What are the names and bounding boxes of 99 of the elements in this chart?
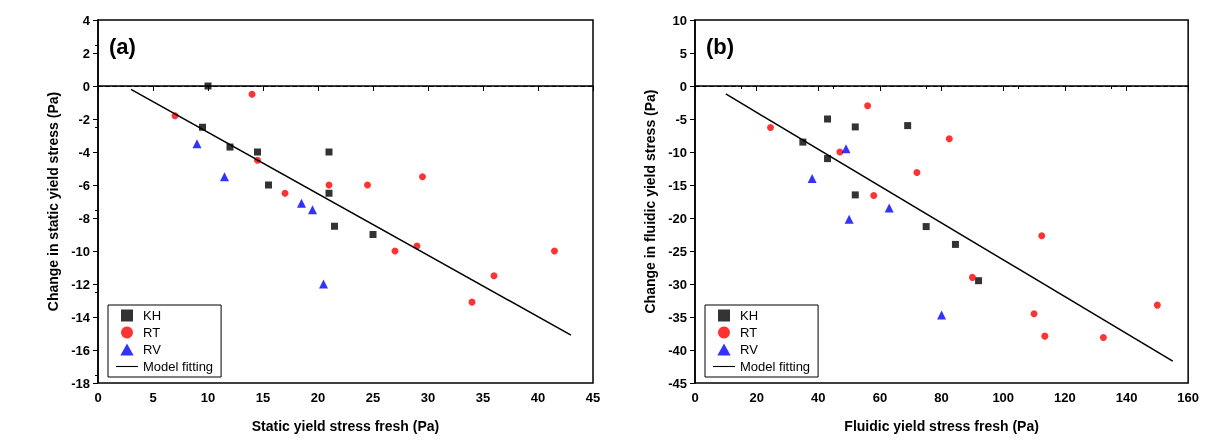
y-tick-label: -10 [668, 144, 687, 160]
x-tick-label: 0 [691, 390, 699, 405]
x-tick-label: 140 [1115, 390, 1138, 405]
point [319, 279, 328, 289]
point [767, 124, 775, 132]
x-tick-label: 20 [310, 390, 326, 405]
legend-label: KH [740, 308, 759, 323]
point [1030, 310, 1038, 318]
y-tick-label: -18 [71, 375, 90, 391]
point [807, 173, 817, 183]
x-tick-label: 25 [365, 390, 381, 405]
point [419, 173, 426, 181]
y-tick-label: -16 [71, 342, 90, 358]
y-axis-title: Change in fluidic yield stress (Pa) [642, 89, 658, 314]
point [1038, 232, 1046, 240]
point [248, 90, 256, 98]
legend-label: KH [143, 308, 162, 323]
point [204, 82, 212, 90]
y-tick-label: -35 [668, 309, 687, 325]
y-tick-label: -15 [668, 177, 687, 193]
point [922, 223, 930, 231]
point [369, 231, 377, 238]
x-tick-label: 80 [934, 390, 949, 405]
point [851, 191, 859, 199]
point [904, 122, 912, 130]
point [325, 148, 333, 156]
point [844, 214, 854, 224]
point [297, 198, 306, 208]
x-tick-label: 160 [1177, 390, 1200, 405]
point [913, 168, 921, 176]
point [884, 203, 894, 213]
point [851, 123, 859, 131]
point [281, 189, 289, 197]
text: (b) [706, 33, 735, 59]
point [945, 135, 953, 143]
y-tick-label: -40 [668, 342, 687, 358]
x-axis-title: Static yield stress fresh (Pa) [251, 418, 440, 434]
y-tick-label: 5 [679, 45, 687, 61]
y-tick-label: -10 [71, 243, 90, 259]
legend-label: RT [143, 325, 161, 340]
y-tick-label: 4 [82, 12, 91, 28]
point [490, 272, 498, 280]
legend-label: RT [740, 325, 758, 340]
point [824, 115, 832, 123]
x-tick-label: 10 [200, 390, 216, 405]
point [1099, 333, 1107, 341]
point [824, 155, 832, 163]
y-tick-label: 2 [82, 45, 90, 61]
y-tick-label: -6 [78, 177, 90, 193]
x-tick-label: 40 [530, 390, 546, 405]
y-tick-label: -4 [78, 144, 91, 160]
x-tick-label: 60 [872, 390, 888, 405]
y-tick-label: -8 [78, 210, 90, 226]
x-tick-label: 40 [811, 390, 826, 405]
point [864, 102, 872, 110]
y-tick-label: -30 [668, 276, 687, 292]
point [975, 277, 983, 285]
x-axis-title: Fluidic yield stress fresh (Pa) [844, 418, 1039, 434]
legend-label: RV [740, 342, 759, 357]
point [951, 240, 959, 248]
x-tick-label: 100 [992, 390, 1015, 405]
y-tick-label: -2 [78, 111, 90, 127]
y-tick-label: -25 [668, 243, 687, 259]
point [192, 139, 202, 149]
x-tick-label: 30 [420, 390, 436, 405]
y-tick-label: -12 [71, 276, 90, 292]
point [308, 205, 317, 215]
point [870, 192, 878, 200]
point [1041, 332, 1049, 340]
x-tick-label: 5 [149, 390, 157, 405]
x-tick-label: 120 [1054, 390, 1076, 405]
point [220, 172, 229, 182]
x-tick-label: 15 [255, 390, 271, 405]
point [841, 144, 851, 154]
point [325, 189, 333, 197]
point [254, 148, 261, 156]
y-tick-label: 0 [679, 78, 687, 94]
point [331, 222, 338, 230]
y-axis-title: Change in static yield stress (Pa) [45, 91, 61, 312]
point [551, 247, 558, 255]
y-tick-label: 0 [82, 78, 90, 94]
y-tick-label: -14 [71, 309, 91, 325]
x-tick-label: 35 [475, 390, 491, 405]
x-tick-label: 20 [749, 390, 764, 405]
point [1153, 301, 1161, 309]
y-tick-label: -5 [675, 111, 687, 127]
point [937, 310, 947, 320]
legend-label: RV [143, 342, 162, 357]
y-tick-label: -45 [668, 375, 687, 391]
x-tick-label: 45 [585, 390, 601, 405]
legend-label: Model fitting [143, 359, 214, 374]
point [364, 181, 371, 189]
y-tick-label: -20 [668, 210, 687, 226]
y-tick-label: 10 [672, 12, 687, 28]
x-tick-label: 0 [94, 390, 102, 405]
point [265, 181, 272, 189]
legend-label: Model fitting [740, 359, 811, 374]
text: (a) [109, 33, 136, 59]
point [968, 273, 976, 281]
